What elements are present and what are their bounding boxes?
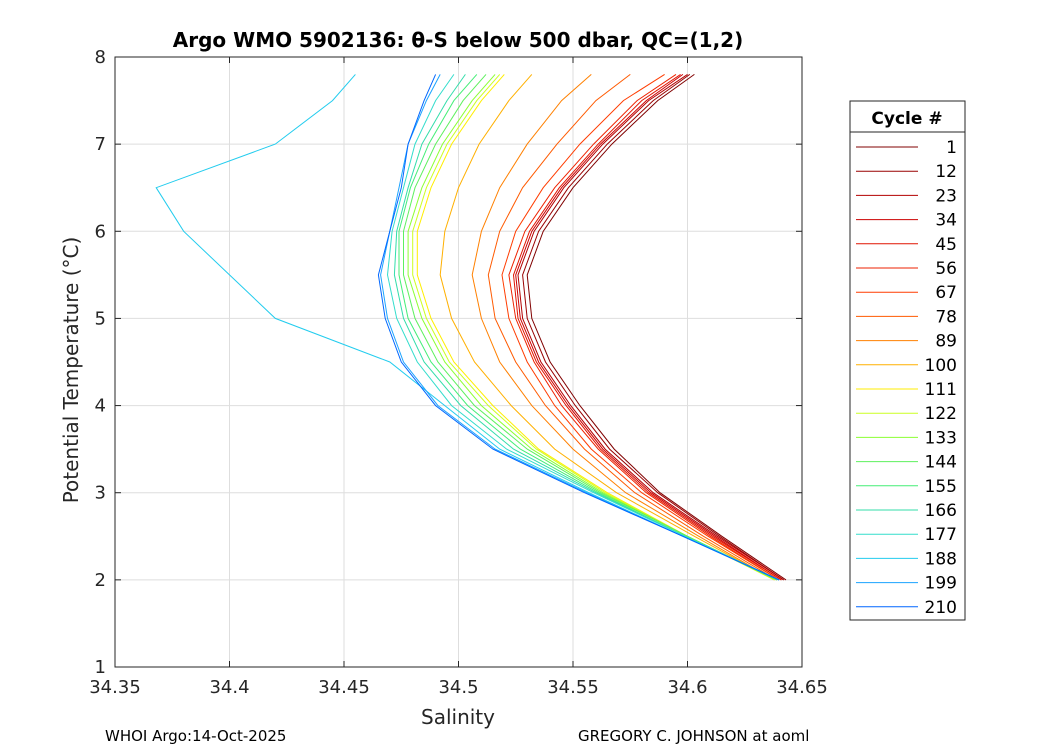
legend: Cycle # 1 12 23 34 45 56 67 78 89 100 111 122 133 144… <box>849 100 966 621</box>
profile-cycle-122 <box>412 74 775 581</box>
y-axis-label: Potential Temperature (°C) <box>59 237 83 504</box>
profile-cycle-166 <box>393 74 780 581</box>
profile-cycle-12 <box>522 73 784 581</box>
profile-cycle-177 <box>386 74 780 581</box>
legend-label: 188 <box>925 549 957 569</box>
profile-cycle-155 <box>398 74 778 581</box>
y-tick-label: 8 <box>95 47 106 68</box>
legend-label: 89 <box>935 332 957 352</box>
profile-cycle-210 <box>377 74 780 581</box>
y-tick-label: 2 <box>95 570 106 591</box>
y-tick-label: 4 <box>95 396 106 417</box>
profile-cycle-67 <box>501 73 780 581</box>
legend-label: 100 <box>925 356 957 376</box>
legend-box <box>849 100 966 621</box>
legend-label: 133 <box>925 428 957 448</box>
legend-label: 199 <box>925 574 957 594</box>
y-tick-label: 1 <box>95 657 106 678</box>
legend-label: 210 <box>925 598 957 618</box>
y-tick-label: 6 <box>95 221 106 242</box>
legend-label: 78 <box>935 307 957 327</box>
legend-label: 122 <box>925 404 957 424</box>
legend-label: 34 <box>935 211 957 231</box>
profile-cycle-34 <box>515 73 782 581</box>
legend-label: 177 <box>925 525 957 545</box>
chart-title: Argo WMO 5902136: θ-S below 500 dbar, QC… <box>173 28 743 52</box>
x-tick-label: 34.4 <box>209 677 249 698</box>
legend-label: 144 <box>925 453 957 473</box>
profile-lines <box>155 73 787 581</box>
legend-label: 111 <box>925 380 957 400</box>
profile-cycle-78 <box>487 74 778 581</box>
x-tick-label: 34.65 <box>776 677 828 698</box>
x-axis-label: Salinity <box>421 705 495 729</box>
legend-label: 166 <box>925 501 957 521</box>
profile-cycle-23 <box>517 73 784 581</box>
legend-label: 155 <box>925 477 957 497</box>
legend-title: Cycle # <box>871 109 942 129</box>
profile-cycle-89 <box>471 74 775 581</box>
footer-right: GREGORY C. JOHNSON at aoml <box>578 727 809 745</box>
legend-label: 1 <box>946 138 957 158</box>
legend-label: 45 <box>935 235 957 255</box>
x-tick-label: 34.55 <box>547 677 599 698</box>
profile-cycle-133 <box>407 74 778 581</box>
profile-cycle-45 <box>512 73 782 581</box>
footer-left: WHOI Argo:14-Oct-2025 <box>105 727 286 745</box>
x-tick-label: 34.6 <box>667 677 707 698</box>
profile-cycle-56 <box>508 73 780 581</box>
y-tick-label: 7 <box>95 134 106 155</box>
x-tick-label: 34.35 <box>89 677 141 698</box>
legend-label: 12 <box>935 162 957 182</box>
legend-label: 56 <box>935 259 957 279</box>
tick-labels: 34.35 34.4 34.45 34.5 34.55 34.6 34.65 1 2 3 4 5 6 7 8 <box>89 47 828 698</box>
x-tick-label: 34.45 <box>318 677 370 698</box>
y-tick-label: 3 <box>95 483 106 504</box>
y-tick-label: 5 <box>95 308 106 329</box>
legend-label: 23 <box>935 186 957 206</box>
x-tick-label: 34.5 <box>438 677 478 698</box>
profile-cycle-188 <box>155 74 780 581</box>
profile-cycle-1 <box>526 73 787 581</box>
legend-label: 67 <box>935 283 957 303</box>
profile-cycle-144 <box>403 74 778 581</box>
profile-cycle-111 <box>416 74 775 581</box>
profile-cycle-100 <box>439 74 775 581</box>
